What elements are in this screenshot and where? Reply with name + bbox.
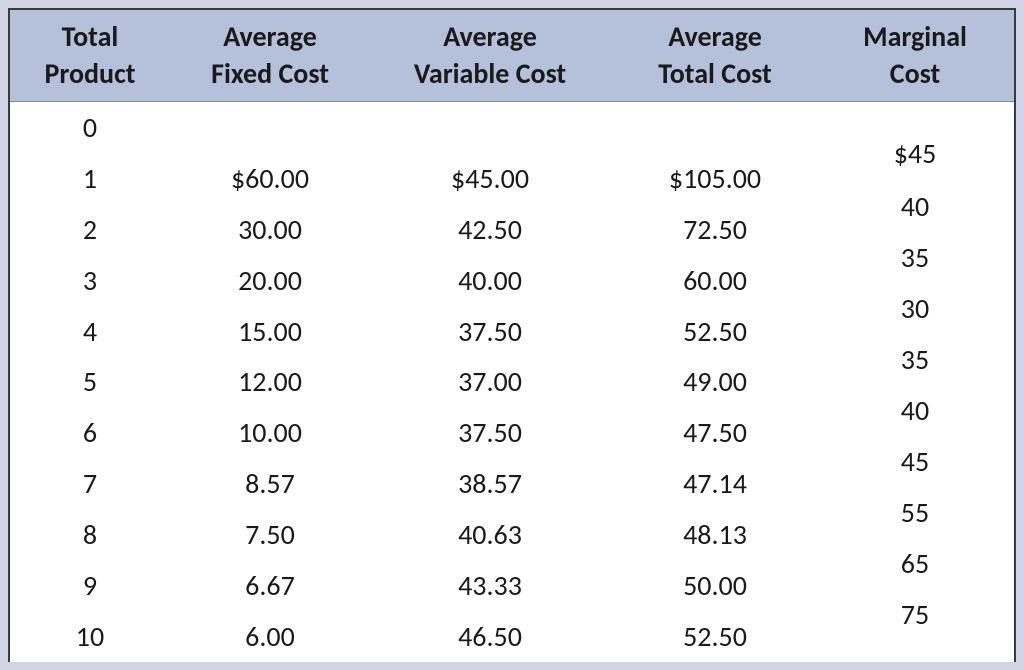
- marginal-cost-value: $45: [820, 134, 1010, 174]
- cell-product: 0: [10, 110, 170, 145]
- cell-avc: 37.50: [370, 314, 610, 349]
- cell-avc: 46.50: [370, 619, 610, 654]
- cell-atc: 48.13: [610, 517, 820, 552]
- marginal-cost-value: 45: [820, 442, 1010, 482]
- cell-product: 5: [10, 364, 170, 399]
- cell-afc: 12.00: [170, 364, 370, 399]
- header-line2: Product: [14, 56, 166, 92]
- header-avg-fixed-cost: Average Fixed Cost: [170, 11, 370, 100]
- cell-atc: 47.50: [610, 415, 820, 450]
- cell-atc: 52.50: [610, 314, 820, 349]
- cost-table: Total Product Average Fixed Cost Average…: [8, 8, 1016, 662]
- marginal-cost-value: 55: [820, 493, 1010, 533]
- cell-product: 3: [10, 263, 170, 298]
- cell-afc: 30.00: [170, 212, 370, 247]
- cell-atc: $105.00: [610, 161, 820, 196]
- cell-product: 9: [10, 568, 170, 603]
- cell-product: 8: [10, 517, 170, 552]
- cell-product: 7: [10, 466, 170, 501]
- marginal-cost-value: 65: [820, 544, 1010, 584]
- header-total-product: Total Product: [10, 11, 170, 100]
- cell-product: 10: [10, 619, 170, 654]
- table-row: 0: [10, 102, 820, 153]
- cell-product: 2: [10, 212, 170, 247]
- cell-afc: 20.00: [170, 263, 370, 298]
- cell-atc: 72.50: [610, 212, 820, 247]
- cell-afc: 6.67: [170, 568, 370, 603]
- cell-avc: 38.57: [370, 466, 610, 501]
- table-row: 7 8.57 38.57 47.14: [10, 458, 820, 509]
- header-line1: Average: [374, 19, 606, 55]
- cell-avc: $45.00: [370, 161, 610, 196]
- data-rows-container: 0 1 $60.00 $45.00 $105.00 2 30.00 42.50 …: [10, 102, 820, 662]
- cell-afc: 10.00: [170, 415, 370, 450]
- cell-afc: 8.57: [170, 466, 370, 501]
- header-avg-variable-cost: Average Variable Cost: [370, 11, 610, 100]
- table-row: 10 6.00 46.50 52.50: [10, 611, 820, 662]
- cell-avc: 37.50: [370, 415, 610, 450]
- cell-afc: $60.00: [170, 161, 370, 196]
- marginal-cost-value: 40: [820, 187, 1010, 227]
- table-row: 1 $60.00 $45.00 $105.00: [10, 153, 820, 204]
- header-line1: Average: [174, 19, 366, 55]
- table-row: 5 12.00 37.00 49.00: [10, 356, 820, 407]
- marginal-cost-value: 30: [820, 289, 1010, 329]
- marginal-cost-column: $45 40 35 30 35 40 45 55 65 75: [820, 102, 1010, 662]
- cell-atc: 52.50: [610, 619, 820, 654]
- cell-avc: 43.33: [370, 568, 610, 603]
- marginal-cost-value: 75: [820, 595, 1010, 635]
- cell-avc: 37.00: [370, 364, 610, 399]
- header-line2: Fixed Cost: [174, 56, 366, 92]
- table-row: 9 6.67 43.33 50.00: [10, 560, 820, 611]
- cell-product: 1: [10, 161, 170, 196]
- cell-product: 6: [10, 415, 170, 450]
- cell-atc: 49.00: [610, 364, 820, 399]
- cell-afc: 6.00: [170, 619, 370, 654]
- header-avg-total-cost: Average Total Cost: [610, 11, 820, 100]
- table-row: 2 30.00 42.50 72.50: [10, 204, 820, 255]
- cell-afc: 7.50: [170, 517, 370, 552]
- cell-avc: 42.50: [370, 212, 610, 247]
- table-row: 6 10.00 37.50 47.50: [10, 407, 820, 458]
- table-row: 3 20.00 40.00 60.00: [10, 255, 820, 306]
- header-line2: Total Cost: [614, 56, 816, 92]
- table-header-row: Total Product Average Fixed Cost Average…: [10, 10, 1014, 102]
- cell-atc: 47.14: [610, 466, 820, 501]
- header-line2: Cost: [824, 56, 1006, 92]
- marginal-cost-value: 35: [820, 340, 1010, 380]
- cell-product: 4: [10, 314, 170, 349]
- marginal-cost-value: 35: [820, 238, 1010, 278]
- cell-avc: 40.00: [370, 263, 610, 298]
- cell-atc: 50.00: [610, 568, 820, 603]
- header-line1: Total: [14, 19, 166, 55]
- marginal-cost-value: 40: [820, 391, 1010, 431]
- table-row: 4 15.00 37.50 52.50: [10, 306, 820, 357]
- header-line1: Average: [614, 19, 816, 55]
- cell-afc: 15.00: [170, 314, 370, 349]
- cell-atc: 60.00: [610, 263, 820, 298]
- header-marginal-cost: Marginal Cost: [820, 11, 1010, 100]
- header-line2: Variable Cost: [374, 56, 606, 92]
- cell-avc: 40.63: [370, 517, 610, 552]
- table-body: 0 1 $60.00 $45.00 $105.00 2 30.00 42.50 …: [10, 102, 1014, 662]
- table-row: 8 7.50 40.63 48.13: [10, 509, 820, 560]
- header-line1: Marginal: [824, 19, 1006, 55]
